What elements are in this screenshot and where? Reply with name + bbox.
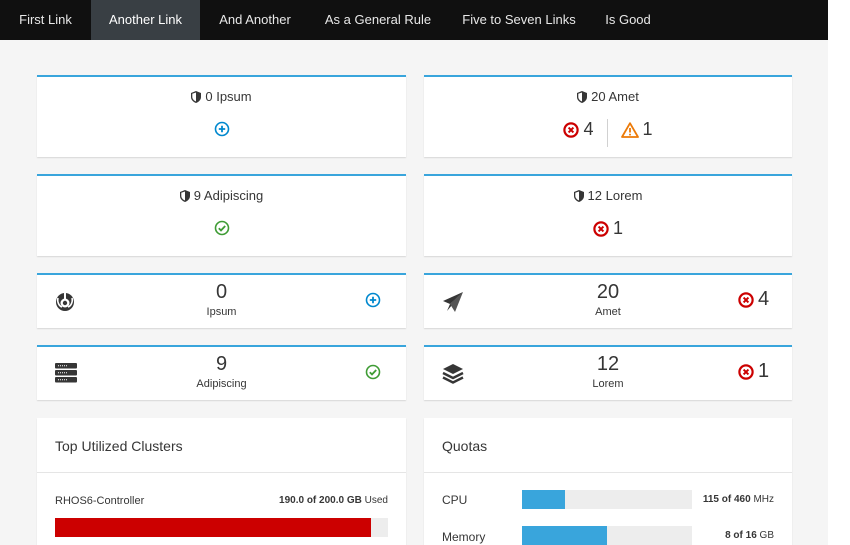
card-title: 9 Adipiscing xyxy=(193,188,264,203)
divider xyxy=(424,472,792,473)
shield-icon xyxy=(573,190,584,202)
shield-icon xyxy=(577,91,588,103)
warning-status[interactable]: 1 xyxy=(620,119,653,140)
quota-label-cpu: CPU xyxy=(442,493,468,507)
mini-card-ipsum: 0 Ipsum xyxy=(37,273,406,328)
quota-fill-cpu xyxy=(522,490,565,509)
mini-label: Ipsum xyxy=(206,306,237,318)
cluster-usage: 190.0 of 200.0 GB Used xyxy=(279,495,388,506)
error-status[interactable]: 4 xyxy=(563,119,593,140)
mini-label: Lorem xyxy=(592,378,624,390)
error-circle-icon xyxy=(738,363,754,380)
error-circle-icon xyxy=(593,220,609,237)
mini-status-count: 1 xyxy=(758,360,770,382)
cluster-name: RHOS6-Controller xyxy=(55,495,145,507)
layers-icon xyxy=(442,364,464,384)
server-icon xyxy=(55,363,77,383)
top-clusters-panel: Top Utilized Clusters RHOS6-Controller 1… xyxy=(37,418,406,545)
shield-icon xyxy=(191,91,202,103)
error-circle-icon xyxy=(563,122,580,138)
quota-value-cpu: 115 of 460 MHz xyxy=(702,494,774,505)
divider xyxy=(37,472,406,473)
error-status[interactable]: 1 xyxy=(593,218,623,239)
page-edge xyxy=(828,0,850,545)
mini-card-amet: 20 Amet 4 xyxy=(424,273,792,328)
mini-label: Adipiscing xyxy=(196,378,247,390)
nav-link-and-another[interactable]: And Another xyxy=(219,12,291,27)
rebel-icon xyxy=(56,293,74,311)
plus-circle-icon xyxy=(365,292,381,308)
cluster-progress-bar xyxy=(55,518,388,537)
quota-bar-memory xyxy=(522,526,692,545)
card-title: 20 Amet xyxy=(591,89,639,104)
paper-plane-icon xyxy=(443,292,463,312)
mini-status[interactable]: 1 xyxy=(738,360,769,383)
mini-card-lorem: 12 Lorem 1 xyxy=(424,345,792,400)
quota-value-memory: 8 of 16 GB xyxy=(725,530,774,541)
mini-count: 20 xyxy=(596,281,620,303)
mini-label: Amet xyxy=(595,306,621,318)
quota-fill-memory xyxy=(522,526,607,545)
mini-status[interactable]: 4 xyxy=(738,288,769,311)
nav-link-is-good[interactable]: Is Good xyxy=(605,12,651,27)
cluster-progress-fill xyxy=(55,518,372,537)
shield-icon xyxy=(179,190,190,202)
nav-link-general-rule[interactable]: As a General Rule xyxy=(324,12,432,27)
error-count: 1 xyxy=(612,218,623,238)
mini-status-count: 4 xyxy=(758,288,770,310)
top-navbar: First Link Another Link And Another As a… xyxy=(0,0,828,40)
warning-triangle-icon xyxy=(620,122,639,138)
quota-bar-cpu xyxy=(522,490,692,509)
plus-circle-icon[interactable] xyxy=(214,121,230,137)
ok-circle-icon[interactable] xyxy=(214,220,230,236)
ok-circle-icon xyxy=(365,364,381,380)
error-count: 4 xyxy=(583,119,594,140)
status-card-lorem: 12 Lorem 1 xyxy=(424,174,792,256)
status-card-ipsum: 0 Ipsum xyxy=(37,75,406,157)
nav-link-another[interactable]: Another Link xyxy=(91,0,200,40)
card-title: 12 Lorem xyxy=(587,188,643,203)
warning-count: 1 xyxy=(642,119,653,140)
nav-link-first[interactable]: First Link xyxy=(19,12,72,27)
status-divider xyxy=(606,119,608,147)
status-card-adipiscing: 9 Adipiscing xyxy=(37,174,406,256)
mini-status[interactable] xyxy=(365,364,381,380)
card-title: 0 Ipsum xyxy=(205,89,252,104)
nav-link-five-to-seven[interactable]: Five to Seven Links xyxy=(462,12,576,27)
mini-count: 9 xyxy=(215,353,228,375)
mini-count: 0 xyxy=(215,281,228,303)
mini-count: 12 xyxy=(596,353,620,375)
mini-status[interactable] xyxy=(365,292,381,308)
error-circle-icon xyxy=(738,291,754,308)
status-card-amet: 20 Amet 4 1 xyxy=(424,75,792,157)
quota-label-memory: Memory xyxy=(442,530,486,544)
mini-card-adipiscing: 9 Adipiscing xyxy=(37,345,406,400)
panel-title: Top Utilized Clusters xyxy=(55,438,183,454)
panel-title: Quotas xyxy=(442,438,488,454)
quotas-panel: Quotas CPU 115 of 460 MHz Memory 8 of 16… xyxy=(424,418,792,545)
